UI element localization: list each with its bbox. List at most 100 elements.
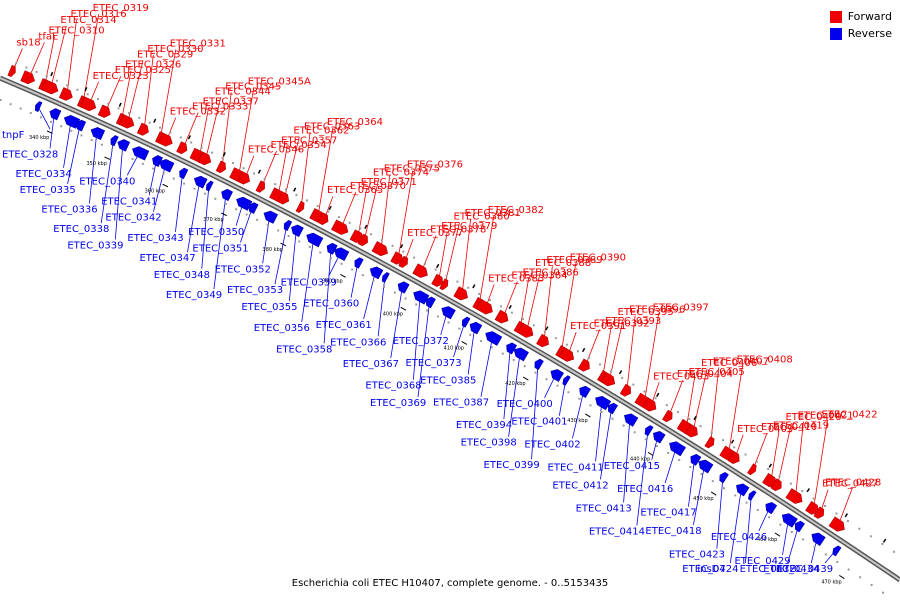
feature-mark [293, 187, 297, 192]
forward-gene-label: ETEC_0391 [570, 321, 626, 332]
guide-dot [29, 111, 32, 114]
reverse-gene-label: ETEC_0368 [365, 381, 421, 392]
forward-gene-label: ETEC_0383 [488, 273, 544, 284]
forward-leader [519, 278, 530, 328]
reverse-swatch [829, 27, 842, 40]
feature-mark [545, 326, 549, 331]
forward-gene-10 [136, 122, 149, 136]
guide-dot [337, 216, 340, 219]
reverse-gene-23 [369, 266, 384, 280]
forward-gene-30 [398, 255, 408, 268]
guide-dot [836, 560, 839, 563]
guide-dot [245, 213, 248, 216]
guide-dot [117, 107, 120, 110]
reverse-gene-4 [90, 127, 106, 141]
forward-gene-label: ETEC_0427 [822, 479, 878, 490]
reverse-gene-40 [624, 413, 639, 427]
guide-dot [654, 397, 657, 400]
forward-leader [461, 219, 472, 295]
reverse-gene-label: ETEC_0349 [166, 290, 222, 301]
guide-dot [710, 432, 713, 435]
reverse-leader [274, 224, 288, 285]
forward-gene-label: ETEC_0365 [327, 185, 383, 196]
forward-gene-label: ETEC_0374 [373, 167, 429, 178]
forward-leader [317, 127, 334, 217]
guide-dot [152, 167, 155, 170]
guide-dot [882, 591, 885, 594]
guide-dot [253, 172, 256, 175]
forward-gene-21 [277, 191, 290, 205]
forward-gene-label: ETEC_0377 [407, 228, 463, 239]
forward-gene-59 [805, 500, 819, 515]
guide-dot [768, 516, 771, 519]
guide-dot [183, 182, 186, 185]
forward-leader [626, 315, 636, 392]
reverse-leader [363, 271, 376, 320]
guide-dot [599, 363, 602, 366]
reverse-gene-label: ETEC_0335 [20, 185, 76, 196]
guide-dot [723, 487, 726, 490]
forward-gene-48 [642, 397, 657, 412]
forward-gene-33 [439, 278, 449, 291]
reverse-gene-14 [236, 196, 253, 211]
reverse-leader [453, 321, 466, 358]
reverse-leader [467, 326, 476, 375]
guide-dot [621, 376, 624, 379]
guide-dot [499, 305, 502, 308]
forward-gene-label: ETEC_0371 [361, 177, 417, 188]
reverse-gene-label: ETEC_0343 [127, 233, 183, 244]
guide-dot [721, 439, 724, 442]
scale-label: 400 kbp [383, 311, 403, 317]
reverse-gene-label: ETEC_0339 [67, 240, 123, 251]
guide-dot [755, 460, 758, 463]
forward-gene-label: ETEC_0363 [304, 121, 360, 132]
guide-dot [711, 480, 714, 483]
reverse-gene-2 [63, 114, 81, 129]
reverse-gene-49 [765, 502, 778, 515]
guide-dot [383, 285, 386, 288]
feature-mark [187, 135, 191, 140]
reverse-gene-1 [49, 108, 62, 121]
guide-dot [892, 550, 895, 553]
guide-dot [813, 545, 816, 548]
forward-gene-label: ETEC_0354 [271, 140, 327, 151]
feature-mark [364, 224, 368, 229]
forward-gene-label: ETEC_0378 [430, 225, 486, 236]
reverse-leader [664, 447, 677, 484]
guide-dot [127, 112, 130, 115]
forward-leader [526, 268, 542, 332]
guide-dot [824, 504, 827, 507]
scale-tick [585, 413, 591, 418]
reverse-leader [503, 347, 511, 420]
reverse-gene-label: ETEC_0432 [740, 564, 796, 575]
forward-gene-label: ETEC_0316 [70, 9, 126, 20]
guide-dot [402, 250, 405, 253]
guide-dot [277, 229, 280, 232]
forward-gene-36 [475, 298, 493, 315]
guide-dot [445, 274, 448, 277]
reverse-gene-25 [397, 281, 410, 294]
reverse-gene-46 [719, 471, 729, 484]
forward-leader [770, 431, 780, 482]
reverse-gene-17 [283, 219, 293, 232]
reverse-gene-16 [263, 210, 279, 224]
forward-gene-label: ETEC_0310 [48, 25, 104, 36]
reverse-gene-label: ETEC_0356 [254, 323, 310, 334]
forward-gene-1 [20, 70, 36, 85]
reverse-leader [480, 337, 493, 397]
reverse-gene-52 [811, 532, 826, 547]
guide-dot [689, 465, 692, 468]
forward-gene-13 [176, 141, 188, 155]
reverse-gene-31 [485, 331, 503, 346]
forward-leader [644, 313, 660, 402]
guide-dot [319, 251, 322, 254]
reverse-gene-33 [513, 347, 529, 362]
guide-dot [131, 157, 134, 160]
feature-mark [328, 205, 332, 211]
forward-gene-60 [813, 506, 825, 519]
reverse-gene-50 [781, 513, 798, 528]
scale-tick [46, 130, 53, 134]
guide-dot [413, 256, 416, 259]
forward-gene-4 [58, 87, 73, 101]
reverse-leader [63, 120, 72, 168]
